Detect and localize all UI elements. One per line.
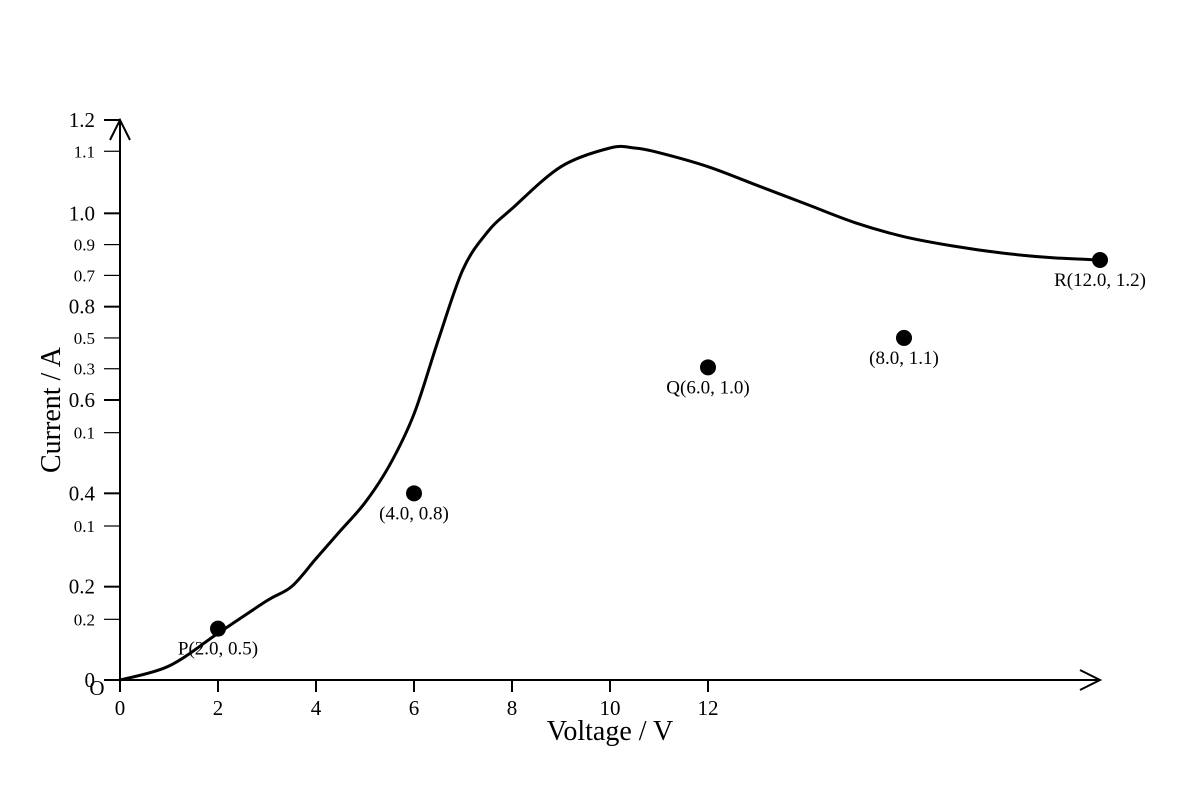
x-tick-label: 6 — [409, 696, 420, 720]
data-points: P(2.0, 0.5) (4.0, 0.8) Q(6.0, 1.0) (8.0, 1.… — [178, 252, 1146, 660]
data-point — [700, 359, 716, 376]
y-tick-label: 0.1 — [74, 424, 95, 443]
x-tick-label: 0 — [115, 696, 126, 720]
y-tick-label: 0.2 — [74, 610, 95, 629]
y-tick-label: 0 — [85, 668, 96, 692]
data-point-label: R(12.0, 1.2) — [1054, 270, 1146, 291]
x-tick-label: 4 — [311, 696, 322, 720]
x-tick-label: 10 — [600, 696, 621, 720]
y-tick-label: 1.2 — [69, 108, 95, 132]
data-curve — [119, 144, 1101, 682]
y-tick-label: 0.4 — [69, 481, 96, 505]
x-axis-arrow — [1079, 669, 1103, 691]
data-point-label: (8.0, 1.1) — [869, 348, 939, 369]
data-point-label: (4.0, 0.8) — [379, 503, 449, 524]
x-axis-title: Voltage / V — [547, 716, 674, 747]
x-ticks: 0 2 4 6 8 10 12 — [115, 680, 719, 720]
data-point — [896, 329, 912, 346]
origin-label: O — [89, 676, 104, 700]
data-point-label: Q(6.0, 1.0) — [666, 377, 749, 398]
y-tick-label: 0.2 — [69, 575, 95, 599]
x-tick-label: 2 — [213, 696, 224, 720]
x-tick-label: 8 — [507, 696, 518, 720]
y-axis-title: Current / A — [36, 346, 67, 473]
data-point — [210, 620, 226, 637]
data-point-label: P(2.0, 0.5) — [178, 639, 258, 660]
data-point — [406, 485, 422, 502]
y-tick-label: 0.9 — [74, 236, 95, 255]
y-tick-label: 0.1 — [74, 517, 95, 536]
x-tick-label: 12 — [698, 696, 719, 720]
y-tick-label: 0.7 — [74, 266, 96, 285]
axes — [104, 117, 1103, 691]
y-ticks: 0 0.2 0.2 0.1 0.4 0.1 0.6 0.3 0.5 0.8 0.7 0.9 1.0 1.1… — [69, 108, 120, 692]
y-tick-label: 0.3 — [74, 360, 95, 379]
y-tick-label: 0.5 — [74, 329, 95, 348]
data-point — [1092, 252, 1108, 268]
y-tick-label: 1.1 — [74, 142, 95, 161]
y-tick-label: 0.8 — [69, 295, 95, 319]
y-tick-label: 0.6 — [69, 388, 95, 412]
y-tick-label: 1.0 — [69, 201, 95, 225]
